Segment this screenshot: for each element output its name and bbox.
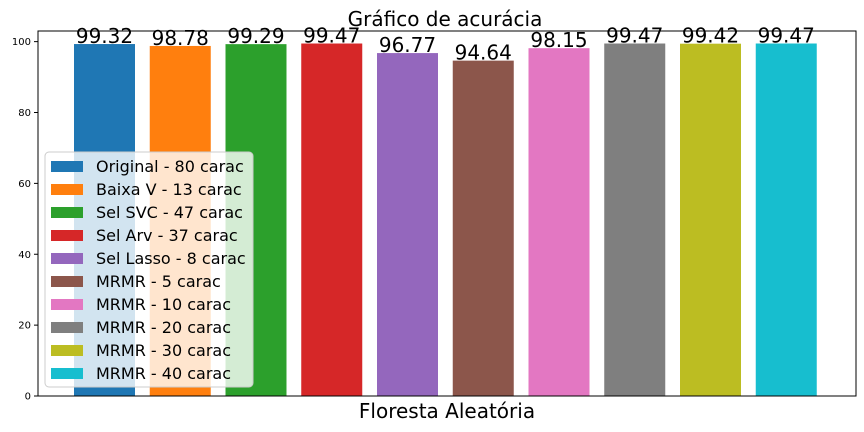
bar-value-label: 98.15 [530,28,587,52]
y-tick-label: 0 [25,392,31,403]
legend-swatch [51,253,83,264]
bar [680,43,741,397]
plot-frame [37,30,857,397]
legend-entry-label: Sel SVC - 47 carac [96,203,243,222]
legend-entry-label: Baixa V - 13 carac [96,180,242,199]
legend-entry-label: MRMR - 20 carac [96,318,231,337]
y-tick-label: 80 [18,108,31,119]
legend-entry-label: MRMR - 10 carac [96,295,231,314]
y-tick-label: 20 [18,321,31,332]
bar-value-label: 99.32 [76,24,133,48]
legend-entry-label: Original - 80 carac [96,157,244,176]
bar-value-label: 98.78 [152,26,209,50]
chart-title: Gráfico de acurácia [348,7,543,31]
bar [528,48,590,397]
bar-value-label: 99.42 [682,24,739,48]
legend-swatch [51,184,83,195]
legend-swatch [51,230,83,241]
legend-entry-label: MRMR - 5 carac [96,272,221,291]
bar [452,60,514,396]
bar [377,53,438,397]
legend-entry-label: Sel Lasso - 8 carac [96,249,246,268]
bar-value-label: 99.47 [303,24,360,48]
bar [301,43,363,397]
bar-value-label: 96.77 [379,33,436,57]
bar [604,43,666,397]
legend: Original - 80 carac Baixa V - 13 carac Sel… [44,151,254,388]
bar-value-label: 94.64 [455,41,512,65]
legend-swatch [51,161,83,172]
legend-swatch [51,322,83,333]
legend-box [44,151,254,388]
bar-value-label: 99.47 [758,24,815,48]
y-tick-label: 100 [12,37,31,48]
legend-entry-label: Sel Arv - 37 carac [96,226,238,245]
legend-swatch [51,207,83,218]
legend-swatch [51,276,83,287]
legend-swatch [51,299,83,310]
legend-swatch [51,368,83,379]
legend-swatch [51,345,83,356]
y-axis: 0 20 40 60 80 100 [12,37,38,403]
bar-value-label: 99.29 [227,24,284,48]
legend-entry-label: MRMR - 40 carac [96,364,231,383]
legend-entry-label: MRMR - 30 carac [96,341,231,360]
x-axis-label: Floresta Aleatória [359,399,535,423]
bar [755,43,817,397]
y-tick-label: 40 [18,250,31,261]
y-tick-label: 60 [18,179,31,190]
bar-value-label: 99.47 [606,24,663,48]
